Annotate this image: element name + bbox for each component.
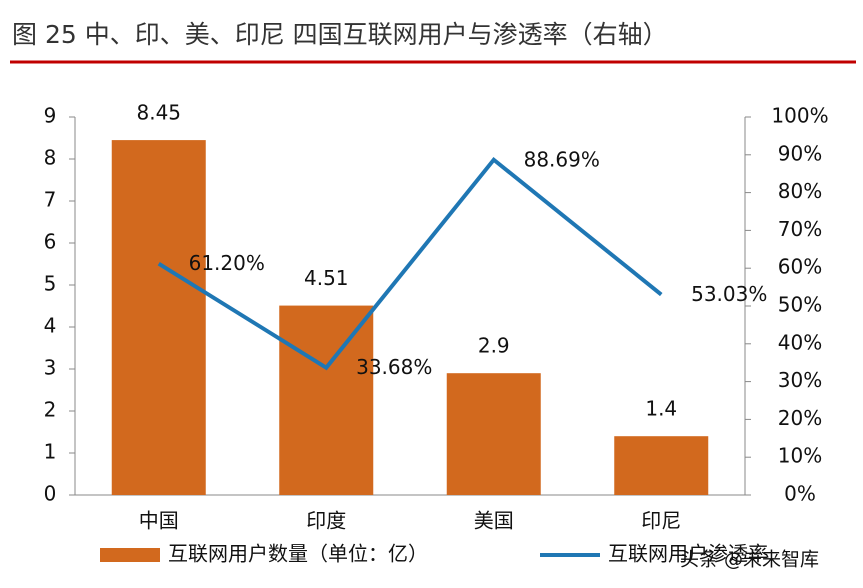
bar	[614, 436, 709, 495]
x-tick-label: 印度	[306, 509, 346, 533]
line-value-label: 53.03%	[691, 282, 767, 306]
y-tick-label: 4	[44, 314, 57, 338]
bar	[111, 140, 206, 495]
x-tick-label: 印尼	[641, 509, 681, 533]
y-tick-label: 9	[44, 104, 57, 128]
legend-label: 互联网用户数量（单位：亿）	[168, 542, 428, 566]
x-tick-label: 美国	[474, 509, 514, 533]
y2-tick-label: 10%	[778, 444, 822, 468]
bar-value-label: 4.51	[304, 266, 349, 290]
y2-tick-label: 40%	[778, 330, 822, 354]
y-tick-label: 6	[44, 230, 57, 254]
y-tick-label: 5	[44, 272, 57, 296]
y-tick-label: 0	[44, 482, 57, 506]
y-tick-label: 1	[44, 440, 57, 464]
x-tick-label: 中国	[139, 509, 179, 533]
bar-value-label: 8.45	[136, 101, 181, 125]
y2-tick-label: 50%	[778, 293, 822, 317]
line-value-label: 61.20%	[189, 251, 265, 275]
bar-value-label: 2.9	[478, 334, 510, 358]
y-tick-label: 8	[44, 146, 57, 170]
watermark: 头条 @未来智库	[680, 549, 819, 571]
y2-tick-label: 0%	[784, 482, 816, 506]
y2-tick-label: 70%	[778, 217, 822, 241]
chart-title: 图 25 中、印、美、印尼 四国互联网用户与渗透率（右轴）	[12, 20, 668, 49]
legend-swatch	[100, 548, 160, 562]
bar-value-label: 1.4	[645, 397, 677, 421]
y2-tick-label: 60%	[778, 255, 822, 279]
bar	[279, 305, 374, 495]
y-tick-label: 2	[44, 398, 57, 422]
y-tick-label: 3	[44, 356, 57, 380]
legend-label: 互联网用户渗透率	[608, 542, 768, 566]
y2-tick-label: 100%	[771, 104, 828, 128]
y2-tick-label: 30%	[778, 368, 822, 392]
line-value-label: 33.68%	[356, 355, 432, 379]
y-tick-label: 7	[44, 188, 57, 212]
line	[157, 156, 663, 371]
y2-tick-label: 80%	[778, 179, 822, 203]
y2-tick-label: 20%	[778, 406, 822, 430]
bar	[446, 373, 541, 495]
line-value-label: 88.69%	[524, 147, 600, 171]
y2-tick-label: 90%	[778, 141, 822, 165]
